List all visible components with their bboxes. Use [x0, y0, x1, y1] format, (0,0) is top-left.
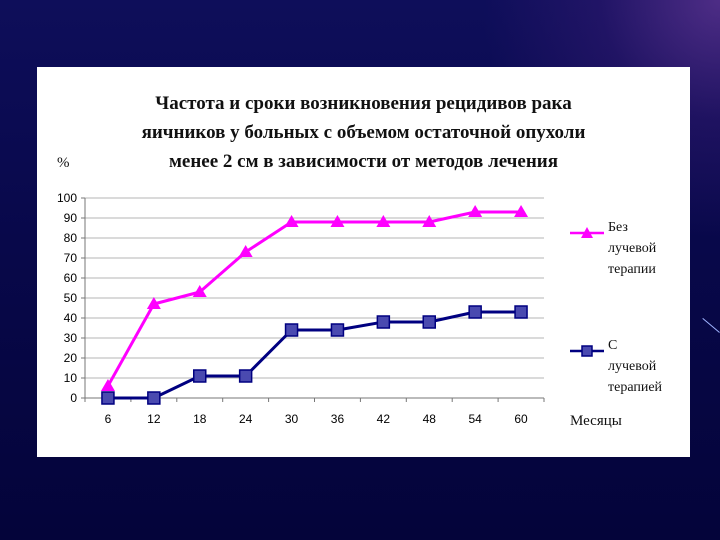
x-tick-label: 54	[468, 412, 482, 426]
x-tick-label: 18	[193, 412, 207, 426]
legend-label-with-radiation: С лучевой терапией	[608, 338, 663, 395]
triangle-marker-icon	[570, 225, 604, 238]
x-tick-label: 12	[147, 412, 161, 426]
x-tick-label: 30	[285, 412, 299, 426]
x-tick-label: 24	[239, 412, 253, 426]
data-point-triangle	[422, 215, 437, 227]
y-tick-label: 80	[64, 231, 78, 245]
series-line	[107, 310, 522, 400]
data-point-triangle	[376, 215, 391, 227]
data-point-triangle	[514, 205, 529, 217]
y-tick-label: 70	[64, 251, 78, 265]
data-point-square	[193, 369, 207, 383]
data-point-square	[330, 323, 345, 337]
data-point-square	[376, 315, 391, 329]
data-point-square	[284, 323, 299, 337]
x-tick-label: 6	[105, 412, 112, 426]
data-point-square	[468, 305, 482, 319]
legend-label-without-radiation: Без лучевой терапии	[608, 220, 657, 277]
data-point-square	[101, 391, 115, 405]
data-point-triangle	[284, 215, 299, 227]
series-line	[106, 210, 522, 387]
y-tick-label: 10	[64, 371, 78, 385]
x-tick-label: 42	[377, 412, 391, 426]
y-tick-label: 0	[70, 391, 77, 405]
data-point-square	[147, 391, 161, 405]
x-tick-label: 60	[514, 412, 528, 426]
decorative-line	[702, 318, 720, 333]
data-point-triangle	[100, 379, 115, 391]
data-point-square	[514, 305, 528, 319]
data-point-triangle	[238, 245, 253, 257]
y-tick-label: 40	[64, 311, 78, 325]
data-point-triangle	[468, 205, 483, 217]
x-axis-label: Месяцы	[570, 413, 622, 429]
y-tick-label: 50	[64, 291, 78, 305]
data-point-triangle	[330, 215, 345, 227]
line-chart: 0 10 20 30 40 50 60 70 80 90 100 6 12 18 24 30 36 42 48 54 6…	[57, 191, 545, 426]
x-tick-label: 48	[423, 412, 437, 426]
data-point-square	[238, 369, 253, 383]
data-point-triangle	[192, 285, 207, 297]
y-tick-label: 20	[64, 351, 78, 365]
data-point-square	[422, 315, 436, 329]
y-tick-label: 90	[64, 211, 78, 225]
y-axis-label: %	[57, 155, 70, 171]
y-tick-label: 100	[57, 191, 77, 205]
y-tick-label: 30	[64, 331, 78, 345]
square-marker-icon	[570, 343, 604, 357]
chart-title: Частота и сроки возникновения рецидивов …	[141, 93, 586, 172]
x-tick-label: 36	[331, 412, 345, 426]
data-point-triangle	[146, 297, 161, 309]
chart-panel: Частота и сроки возникновения рецидивов …	[37, 67, 690, 457]
y-tick-label: 60	[64, 271, 78, 285]
